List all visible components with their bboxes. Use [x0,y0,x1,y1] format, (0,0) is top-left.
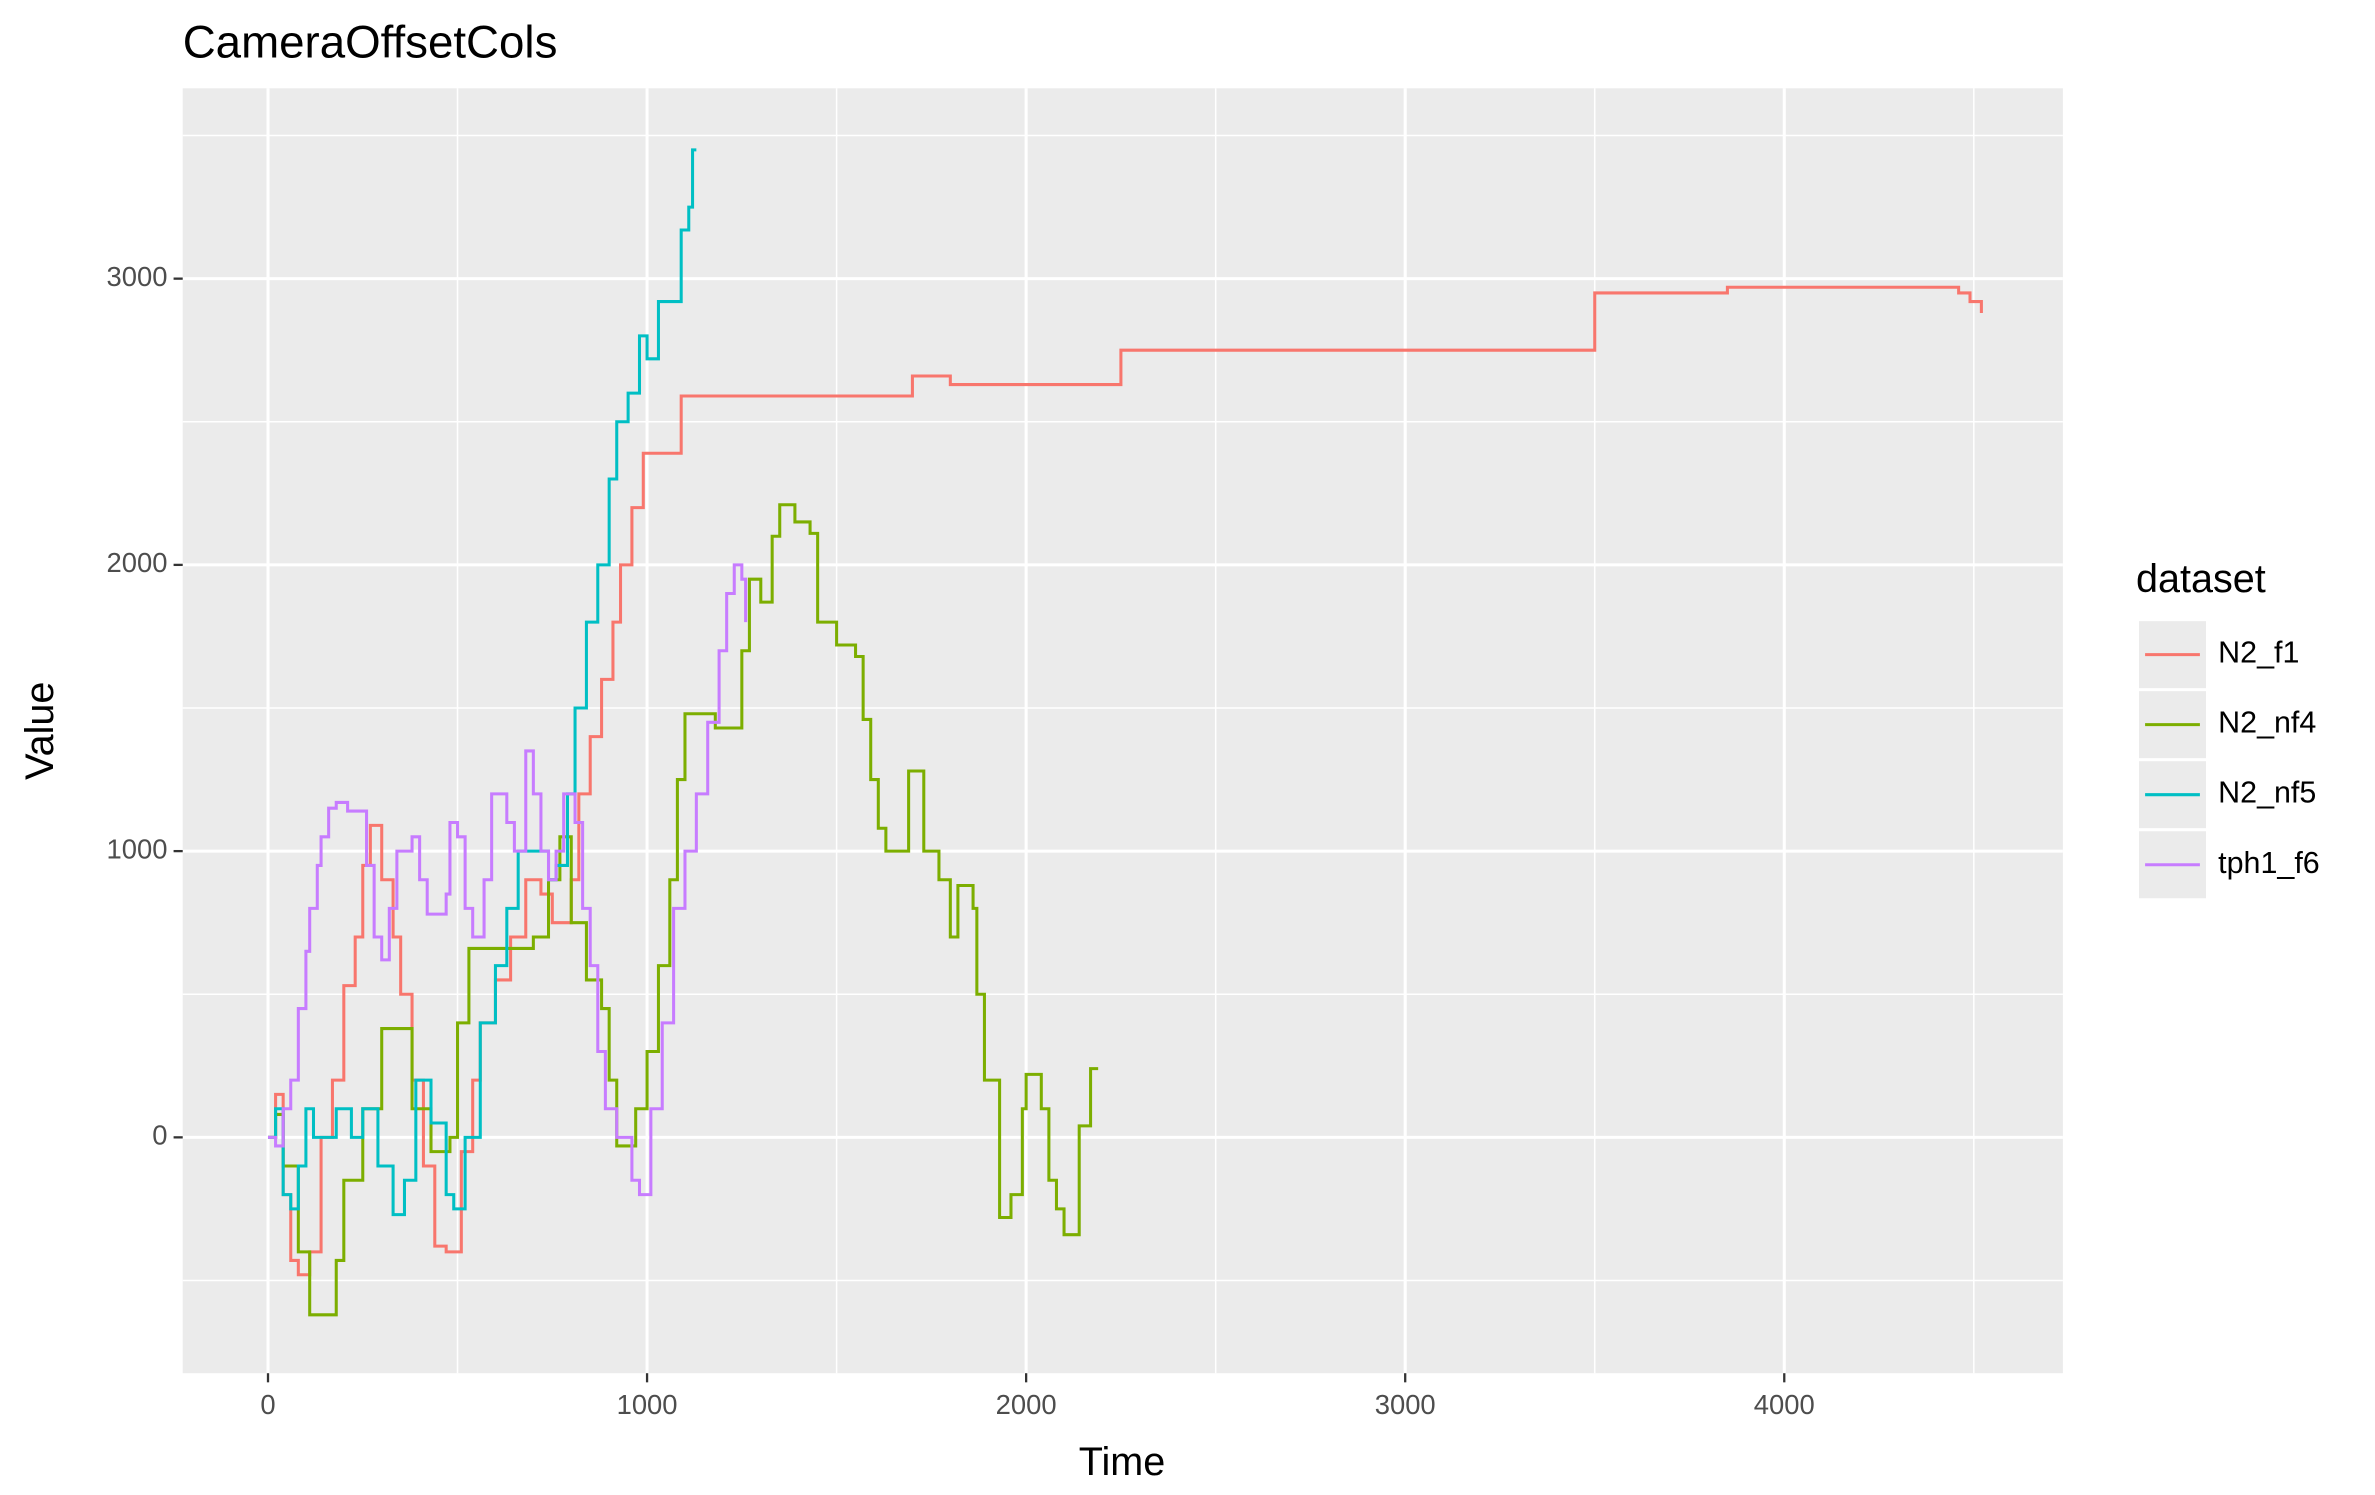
x-tick-label: 0 [260,1389,275,1420]
series-line [268,563,748,1197]
y-axis-label: Value [18,682,62,780]
legend-title: dataset [2136,557,2266,601]
x-axis-label: Time [1079,1440,1165,1484]
y-tick-label: 0 [152,1120,167,1151]
legend-label: tph1_f6 [2218,846,2320,880]
x-tick-label: 2000 [996,1389,1057,1420]
y-tick-label: 3000 [107,261,168,292]
series-line [268,503,1099,1317]
legend-label: N2_nf4 [2218,706,2316,740]
legend-label: N2_nf5 [2218,776,2316,810]
legend-label: N2_f1 [2218,636,2299,670]
x-tick-label: 1000 [617,1389,678,1420]
panel [182,88,2063,1374]
series-line [268,148,697,1217]
y-tick-label: 1000 [107,833,168,864]
x-tick-label: 3000 [1375,1389,1436,1420]
chart-title: CameraOffsetCols [183,17,558,68]
y-tick-label: 2000 [107,547,168,578]
x-tick-label: 4000 [1754,1389,1815,1420]
